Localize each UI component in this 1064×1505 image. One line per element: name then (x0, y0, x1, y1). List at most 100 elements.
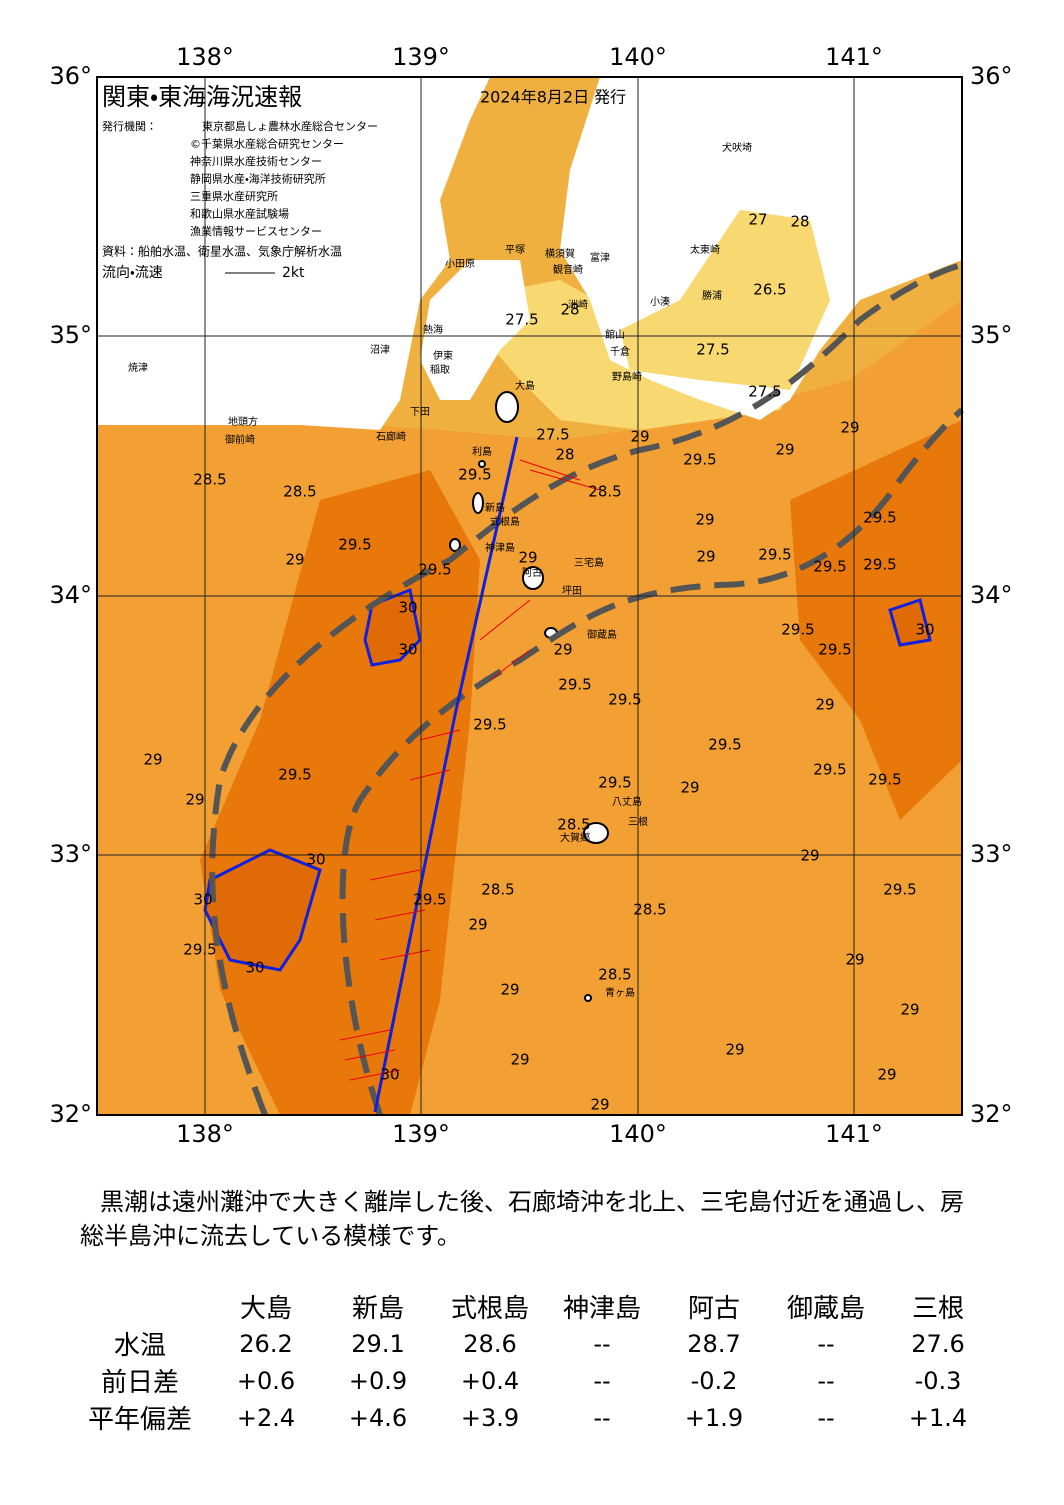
contour-label: 28.5 (598, 966, 631, 984)
table-row: 平年偏差 +2.4 +4.6 +3.9 -- +1.9 -- +1.4 (70, 1399, 994, 1436)
place-name: 観音崎 (553, 263, 583, 276)
place-name: 小田原 (445, 258, 475, 270)
place-name: 大賀郷 (560, 831, 590, 844)
contour-label: 29.5 (558, 676, 591, 694)
contour-label: 30 (193, 891, 212, 909)
lat-label: 36° (49, 62, 92, 90)
contour-label: 29 (185, 791, 204, 809)
lat-label: 34° (49, 581, 92, 609)
row-header: 平年偏差 (87, 1405, 192, 1435)
place-name: 犬吠埼 (722, 141, 752, 154)
contour-label: 29.5 (813, 558, 846, 576)
lat-label: 33° (970, 840, 1013, 868)
place-name: 神津島 (485, 541, 515, 554)
legend-label: 流向・流速 (102, 265, 163, 281)
place-name: 太東崎 (690, 243, 720, 256)
table-cell: -- (817, 1366, 835, 1395)
contour-label: 27 (748, 211, 767, 229)
place-name: 沼津 (370, 343, 390, 356)
place-name: 横須賀 (545, 247, 575, 260)
place-name: 勝浦 (702, 289, 722, 302)
summary: 黒潮は遠州灘沖で大きく離岸した後、石廊埼沖を北上、三宅島付近を通過し、房総半島沖… (80, 1188, 964, 1250)
contour-label: 27.5 (505, 311, 538, 329)
contour-label: 27.5 (748, 383, 781, 401)
place-name: 御前崎 (225, 433, 255, 446)
current-vectors (339, 459, 601, 1081)
contour-label: 28 (555, 446, 574, 464)
kuroshio-axis (373, 436, 519, 1113)
place-name: 八丈島 (612, 795, 642, 808)
contour-label: 29.5 (781, 621, 814, 639)
contour-label: 29 (877, 1066, 896, 1084)
contour-label: 30 (398, 641, 417, 659)
table-cell: 29.1 (351, 1329, 405, 1358)
warm-core (790, 420, 962, 820)
contour-label: 29 (468, 916, 487, 934)
lon-label: 138° (176, 1120, 234, 1148)
contour-label: 29 (695, 511, 714, 529)
place-name: 御蔵島 (587, 628, 617, 641)
column-header: 新島 (351, 1294, 404, 1324)
contour-label: 29 (500, 981, 519, 999)
contour-label: 29 (815, 696, 834, 714)
place-name: 館山 (605, 328, 625, 341)
contour-label: 29.5 (278, 766, 311, 784)
sst-table: 大島 新島 式根島 神津島 阿古 御蔵島 三根 水温 26.2 29.1 28.6 -- 28.7 -- 2… (70, 1288, 994, 1436)
publisher: ©千葉県水産総合研究センター (190, 137, 344, 151)
contour-label: 29 (590, 1096, 609, 1114)
place-name: 平塚 (505, 244, 525, 256)
place-name: 野島崎 (612, 370, 642, 383)
contour-label: 28.5 (283, 483, 316, 501)
place-name: 富津 (590, 251, 610, 264)
lon-label: 141° (825, 1120, 883, 1148)
place-name: 阿古 (522, 566, 542, 579)
table-cell: 26.2 (239, 1329, 293, 1358)
header-row: 大島 新島 式根島 神津島 阿古 御蔵島 三根 (70, 1288, 994, 1325)
place-name: 洲崎 (568, 298, 588, 311)
contour-label: 29 (725, 1041, 744, 1059)
contour-label: 29.5 (683, 451, 716, 469)
publisher: 静岡県水産・海洋技術研究所 (190, 172, 326, 186)
place-name: 新島 (485, 501, 505, 514)
contour-label: 27.5 (536, 426, 569, 444)
kuroshio-bounds (209, 262, 964, 1117)
warm-eddy (888, 598, 932, 647)
table-cell: +1.4 (908, 1403, 968, 1432)
contour-label: 28.5 (633, 901, 666, 919)
table-cell: +0.9 (348, 1366, 408, 1395)
contour-label: 29.5 (413, 891, 446, 909)
contour-label: 29 (680, 779, 699, 797)
lat-label: 32° (49, 1100, 92, 1128)
publisher: 三重県水産研究所 (190, 189, 278, 203)
column-header: 阿古 (687, 1294, 740, 1324)
contour-label: 29.5 (883, 881, 916, 899)
table-cell: -0.3 (914, 1366, 962, 1395)
contour-label: 28 (560, 301, 579, 319)
contour-label: 30 (306, 851, 325, 869)
table-cell: 28.7 (687, 1329, 741, 1358)
table-cell: +2.4 (236, 1403, 296, 1432)
contour-label: 29.5 (758, 546, 791, 564)
column-header: 大島 (239, 1294, 292, 1324)
table-row: 水温 26.2 29.1 28.6 -- 28.7 -- 27.6 (70, 1325, 994, 1362)
publisher: 東京都島しょ農林水産総合センター (202, 119, 378, 133)
contour-label: 29.5 (813, 761, 846, 779)
map-frame (96, 76, 963, 1116)
contour-label: 29 (285, 551, 304, 569)
column-header: 御蔵島 (786, 1294, 865, 1324)
contour-label: 29 (696, 548, 715, 566)
contour-label: 29 (518, 549, 537, 567)
publisher: 神奈川県水産技術センター (190, 154, 322, 168)
row-header: 前日差 (100, 1368, 179, 1398)
lat-label: 36° (970, 62, 1013, 90)
contour-label: 29 (845, 951, 864, 969)
lat-label: 33° (49, 840, 92, 868)
lon-label: 138° (176, 43, 234, 71)
contour-label: 29 (630, 428, 649, 446)
lat-label: 34° (970, 581, 1013, 609)
contour-label: 29 (143, 751, 162, 769)
table-cell: -- (593, 1329, 611, 1358)
izu-peninsula (420, 260, 530, 400)
table-cell: +0.6 (236, 1366, 296, 1395)
contour-label: 28.5 (193, 471, 226, 489)
